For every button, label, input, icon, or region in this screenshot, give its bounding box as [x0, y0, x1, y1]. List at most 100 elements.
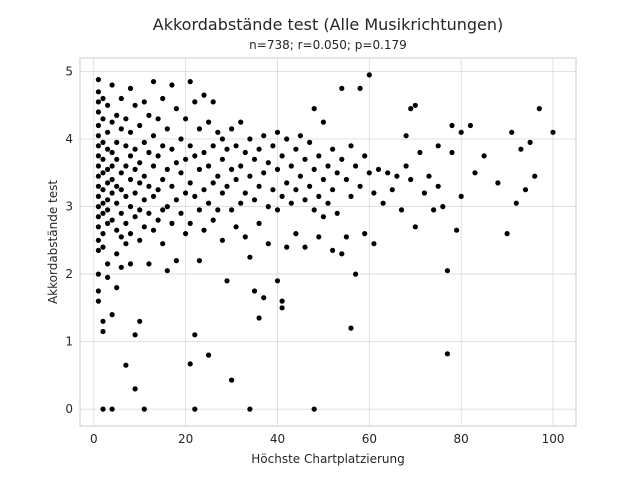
data-point: [114, 251, 120, 257]
data-point: [132, 166, 138, 172]
data-point: [343, 234, 349, 240]
data-point: [421, 190, 427, 196]
data-point: [247, 173, 253, 179]
data-point: [123, 241, 129, 247]
data-point: [288, 200, 294, 206]
data-point: [95, 77, 101, 83]
data-point: [178, 210, 184, 216]
data-point: [201, 149, 207, 156]
data-point: [279, 305, 285, 311]
data-point: [146, 112, 152, 118]
data-point: [173, 106, 179, 112]
y-tick-label: 5: [65, 65, 73, 79]
data-point: [229, 207, 235, 213]
data-point: [320, 214, 326, 220]
data-point: [164, 126, 170, 132]
data-point: [261, 133, 267, 139]
data-point: [155, 153, 161, 159]
data-point: [100, 244, 106, 250]
data-point: [339, 156, 345, 162]
data-point: [458, 193, 464, 199]
data-point: [118, 187, 124, 193]
x-tick-label: 40: [270, 432, 285, 446]
data-point: [362, 231, 368, 237]
data-point: [141, 406, 147, 412]
data-point: [105, 261, 111, 267]
data-point: [403, 163, 409, 169]
data-point: [316, 153, 322, 159]
data-point: [160, 95, 166, 102]
data-point: [550, 129, 556, 135]
data-point: [522, 187, 529, 193]
data-point: [251, 156, 258, 162]
data-point: [348, 193, 354, 199]
x-tick-label: 60: [362, 432, 377, 446]
data-point: [95, 143, 101, 149]
data-point: [261, 295, 267, 301]
data-point: [137, 237, 143, 243]
data-point: [467, 122, 473, 129]
data-point: [444, 268, 450, 274]
data-point: [109, 190, 115, 196]
data-point: [109, 312, 115, 318]
data-point: [444, 351, 450, 357]
data-points: [95, 72, 556, 412]
data-point: [196, 258, 202, 264]
data-point: [270, 143, 276, 149]
data-point: [242, 190, 248, 196]
data-point: [95, 224, 101, 230]
data-point: [183, 116, 189, 122]
data-point: [187, 79, 193, 85]
data-point: [118, 264, 124, 270]
x-axis-label: Höchste Chartplatzierung: [251, 452, 405, 466]
data-point: [536, 106, 542, 112]
data-point: [123, 362, 129, 368]
data-point: [320, 176, 326, 183]
data-point: [440, 204, 446, 210]
data-point: [325, 163, 331, 169]
data-point: [146, 149, 152, 156]
data-point: [109, 176, 115, 183]
data-point: [274, 129, 281, 135]
data-point: [183, 231, 189, 237]
y-tick-label: 3: [65, 200, 73, 214]
data-point: [169, 183, 175, 189]
data-point: [224, 278, 230, 284]
data-point: [325, 200, 331, 206]
data-point: [247, 254, 253, 260]
data-point: [192, 406, 198, 412]
y-tick-label: 4: [65, 132, 73, 146]
data-point: [348, 143, 354, 149]
data-point: [265, 241, 271, 247]
data-point: [279, 153, 285, 159]
data-point: [238, 200, 244, 206]
y-tick-label: 1: [65, 335, 73, 349]
data-point: [454, 227, 460, 233]
data-point: [132, 190, 138, 196]
data-point: [284, 180, 290, 186]
data-point: [256, 146, 262, 152]
data-point: [95, 163, 101, 169]
data-point: [192, 193, 198, 199]
data-point: [183, 190, 189, 196]
data-point: [513, 200, 519, 206]
data-point: [169, 82, 175, 88]
data-point: [123, 220, 129, 226]
data-point: [371, 190, 377, 196]
data-point: [334, 210, 340, 216]
data-point: [247, 136, 253, 142]
data-point: [343, 176, 349, 183]
data-point: [100, 210, 106, 216]
data-point: [353, 163, 359, 169]
data-point: [302, 197, 308, 203]
data-point: [242, 149, 248, 156]
y-axis-ticks: 0 1 2 3 4 5: [65, 65, 73, 417]
data-point: [251, 197, 258, 203]
data-point: [95, 237, 101, 243]
data-point: [114, 156, 120, 162]
data-point: [114, 112, 120, 118]
data-point: [95, 298, 101, 304]
data-point: [366, 170, 372, 176]
data-point: [109, 217, 115, 223]
